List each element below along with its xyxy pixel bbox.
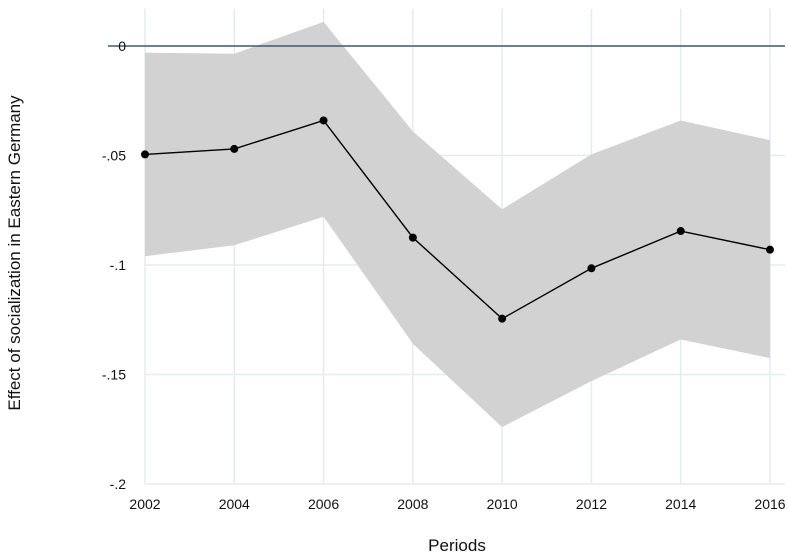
confidence-band	[145, 22, 770, 427]
data-point	[677, 227, 685, 235]
data-point	[409, 234, 417, 242]
x-tick-label: 2002	[129, 496, 160, 512]
y-tick-label: -.1	[110, 257, 127, 273]
x-tick-label: 2012	[576, 496, 607, 512]
y-tick-label: 0	[118, 38, 126, 54]
data-point	[320, 116, 328, 124]
x-axis-title: Periods	[428, 536, 486, 555]
y-axis-title: Effect of socialization in Eastern Germa…	[5, 95, 24, 411]
data-point	[587, 264, 595, 272]
x-tick-label: 2016	[754, 496, 785, 512]
y-tick-labels: 0 -.05 -.1 -.15 -.2	[102, 38, 126, 492]
x-tick-label: 2014	[665, 496, 696, 512]
x-tick-label: 2004	[219, 496, 250, 512]
data-point	[230, 145, 238, 153]
y-tick-label: -.15	[102, 367, 126, 383]
data-point	[766, 246, 774, 254]
y-tick-label: -.2	[110, 476, 127, 492]
x-tick-label: 2006	[308, 496, 339, 512]
x-tick-label: 2008	[397, 496, 428, 512]
x-tick-labels: 2002 2004 2006 2008 2010 2012 2014 2016	[129, 496, 785, 512]
data-point	[498, 315, 506, 323]
y-tick-label: -.05	[102, 148, 126, 164]
data-point	[141, 150, 149, 158]
x-tick-label: 2010	[487, 496, 518, 512]
